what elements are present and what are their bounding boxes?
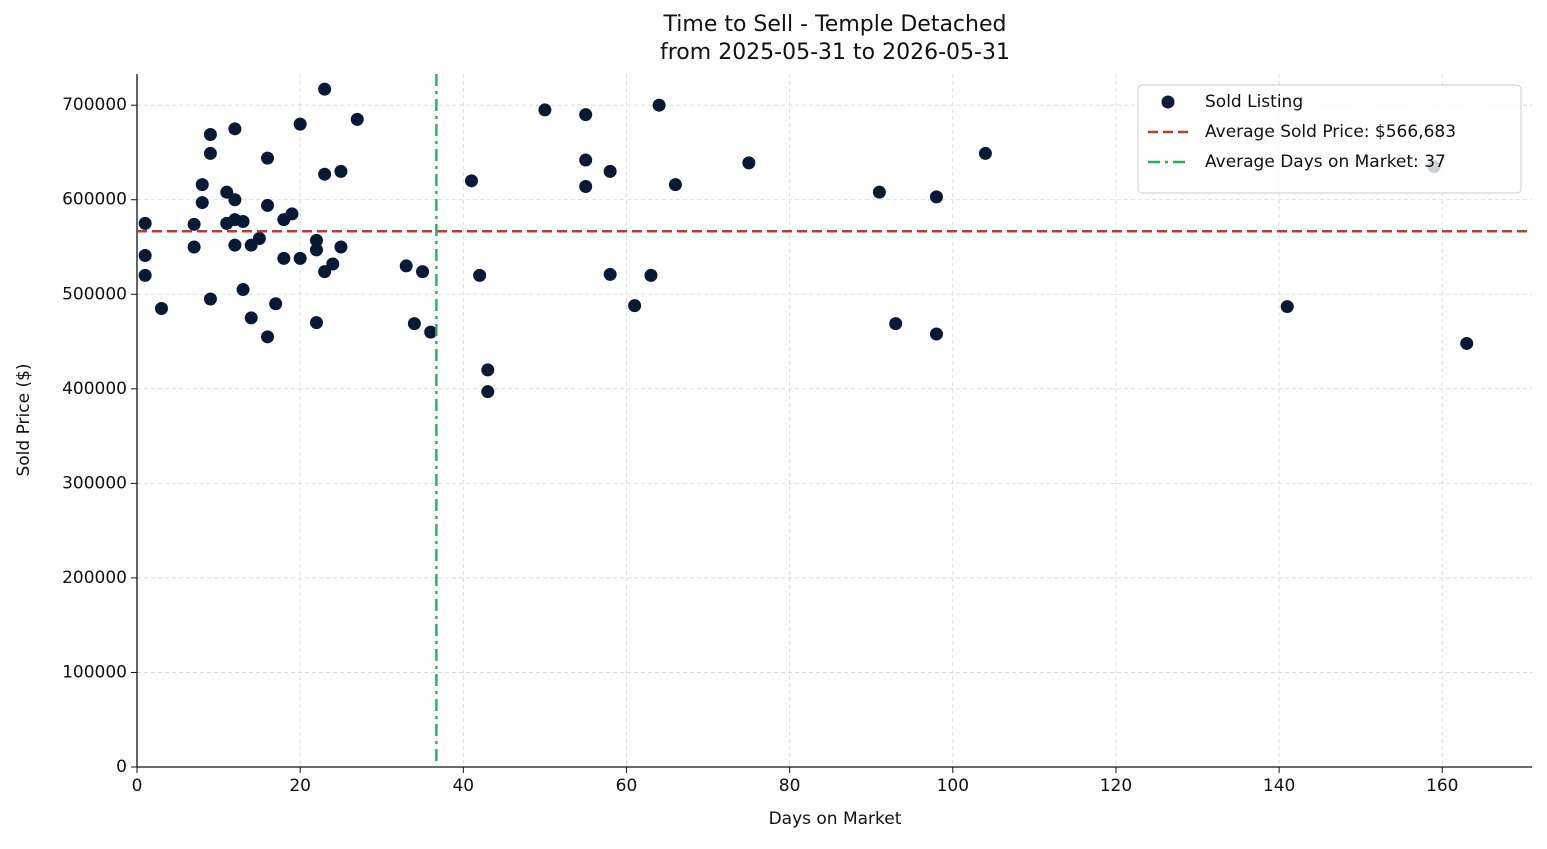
point [481,385,495,399]
y-tick-label: 400000 [62,379,127,399]
point [220,185,234,199]
chart-subtitle: from 2025-05-31 to 2026-05-31 [660,40,1010,65]
point [236,283,250,297]
point [228,193,242,207]
point [269,297,283,311]
point [473,268,487,282]
y-tick-label: 200000 [62,568,127,588]
point [261,330,275,344]
point [138,268,152,282]
x-tick-label: 120 [1100,776,1132,796]
point [277,251,291,265]
point [285,207,299,221]
point [187,240,201,254]
legend-label: Average Sold Price: $566,683 [1205,122,1456,142]
point [154,301,168,315]
point [644,268,658,282]
point [668,178,682,192]
point [350,112,364,126]
point [742,156,756,170]
point [464,174,478,188]
point [309,316,323,330]
x-tick-label: 140 [1263,776,1295,796]
point [579,153,593,167]
x-tick-label: 100 [937,776,969,796]
point [261,198,275,212]
point [318,265,332,279]
point [187,217,201,231]
y-axis-label: Sold Price ($) [14,363,34,476]
x-axis-label: Days on Market [769,809,902,829]
point [228,238,242,252]
point [138,249,152,263]
point [236,214,250,228]
point [228,122,242,136]
point [603,164,617,178]
point [929,190,943,204]
point [538,103,552,117]
x-tick-label: 0 [132,776,143,796]
point [252,232,266,246]
point [628,299,642,313]
point [195,196,209,210]
point [309,243,323,257]
point [326,257,340,271]
y-tick-label: 700000 [62,95,127,115]
legend-box [1137,84,1522,194]
point [293,117,307,131]
point [889,317,903,331]
point [872,185,886,199]
point [603,267,617,281]
point [579,108,593,122]
y-tick-label: 500000 [62,284,127,304]
y-tick-label: 100000 [62,662,127,682]
legend-marker [1161,95,1175,109]
x-tick-label: 160 [1426,776,1458,796]
point [318,82,332,96]
point [579,180,593,194]
point [318,167,332,181]
point [334,164,348,178]
point [978,146,992,160]
point [203,146,217,160]
point [481,363,495,377]
point [1460,336,1474,350]
point [138,216,152,230]
point [244,311,258,325]
point [652,98,666,112]
legend-label: Average Days on Market: 37 [1205,152,1446,172]
point [424,325,438,339]
point [195,178,209,192]
x-tick-label: 20 [289,776,311,796]
point [203,128,217,142]
point [416,265,430,279]
x-tick-label: 80 [779,776,801,796]
legend-label: Sold Listing [1205,92,1303,112]
point [929,327,943,341]
chart-title: Time to Sell - Temple Detached [663,12,1007,37]
x-tick-label: 60 [616,776,638,796]
point [261,151,275,165]
point [399,259,413,273]
x-tick-label: 40 [452,776,474,796]
point [334,240,348,254]
point [309,233,323,247]
y-tick-label: 0 [116,757,127,777]
point [203,292,217,306]
point [1280,300,1294,314]
point [293,251,307,265]
y-tick-label: 600000 [62,190,127,210]
y-tick-label: 300000 [62,473,127,493]
point [407,317,421,331]
